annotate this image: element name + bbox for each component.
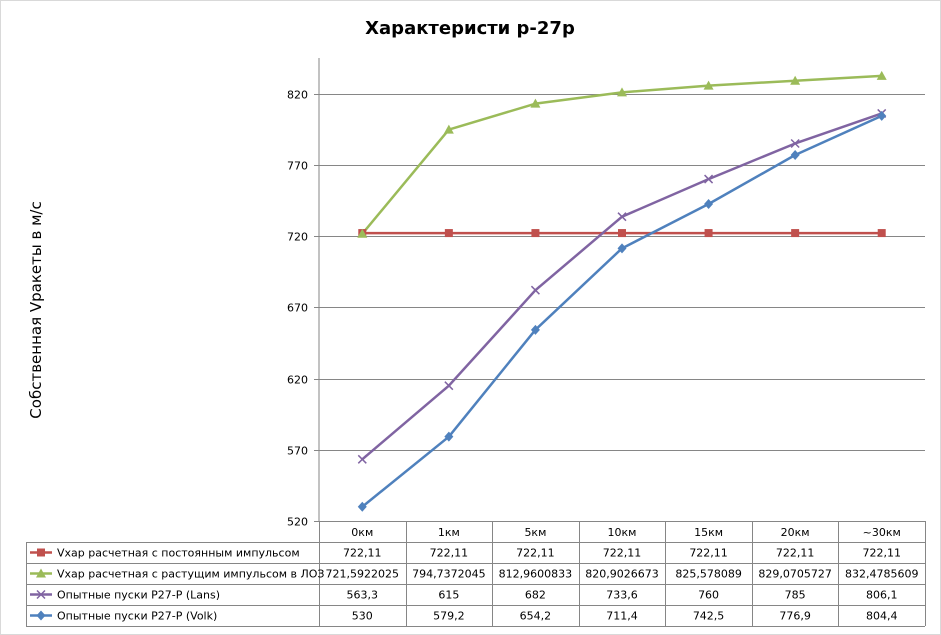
category-label: 15км — [694, 526, 723, 539]
data-point — [704, 199, 714, 210]
category-label: ~30км — [863, 526, 901, 539]
data-point — [617, 212, 627, 222]
data-cell: 579,2 — [433, 610, 465, 623]
legend-key-marker — [36, 568, 46, 578]
data-cell: 785 — [785, 589, 806, 602]
data-cell: 721,5922025 — [326, 568, 399, 581]
data-point — [790, 75, 801, 85]
y-tick-label: 820 — [287, 89, 308, 102]
data-cell: 722,11 — [862, 547, 901, 560]
data-cell: 563,3 — [347, 589, 379, 602]
data-cell: 722,11 — [689, 547, 728, 560]
data-point — [530, 285, 540, 295]
category-label: 5км — [524, 526, 546, 539]
data-cell: 760 — [698, 589, 719, 602]
data-point — [877, 110, 887, 121]
y-tick-label: 520 — [287, 516, 308, 529]
data-cell: 733,6 — [606, 589, 638, 602]
category-label: 0км — [351, 526, 373, 539]
legend-label: Vхар расчетная с постоянным импульсом — [57, 547, 300, 560]
legend-label: Опытные пуски Р27-Р (Lans) — [57, 589, 220, 602]
legend-label: Vхар расчетная с растущим импульсом в ЛО… — [57, 568, 324, 581]
legend-label: Опытные пуски Р27-Р (Volk) — [57, 610, 217, 623]
data-cell: 832,4785609 — [845, 568, 918, 581]
data-point — [876, 70, 887, 80]
data-cell: 722,11 — [603, 547, 642, 560]
data-point — [530, 324, 540, 335]
data-point — [790, 150, 800, 161]
data-point — [703, 80, 714, 90]
data-point — [704, 229, 713, 238]
data-point — [357, 228, 368, 238]
category-label: 1км — [438, 526, 460, 539]
y-axis-ticks: 520 570 620 670 720 770 820 — [287, 89, 308, 529]
data-cell: 711,4 — [606, 610, 638, 623]
data-point — [704, 174, 714, 184]
data-point — [357, 501, 367, 512]
data-point — [443, 124, 454, 134]
data-cell: 682 — [525, 589, 546, 602]
data-point — [617, 243, 627, 254]
category-label: 20км — [781, 526, 810, 539]
y-axis-label: Собственная Vракеты в м/с — [27, 201, 45, 418]
data-cell: 722,11 — [516, 547, 555, 560]
data-cell: 776,9 — [779, 610, 811, 623]
data-point — [790, 138, 800, 149]
data-cell: 722,11 — [430, 547, 469, 560]
y-tick-label: 670 — [287, 302, 308, 315]
data-cell: 722,11 — [343, 547, 382, 560]
legend-key-marker — [36, 610, 46, 621]
data-point — [877, 229, 886, 238]
data-cell: 806,1 — [866, 589, 898, 602]
data-point — [444, 431, 454, 442]
data-point — [618, 229, 626, 238]
y-tick-label: 720 — [287, 231, 308, 244]
data-cell: 742,5 — [693, 610, 725, 623]
data-cell: 829,0705727 — [758, 568, 831, 581]
y-tick-label: 620 — [287, 374, 308, 387]
category-label: 10км — [608, 526, 637, 539]
data-cell: 812,9600833 — [499, 568, 572, 581]
y-tick-label: 770 — [287, 160, 308, 173]
legend-key-marker — [36, 589, 46, 600]
data-cell: 820,9026673 — [585, 568, 658, 581]
y-tick-label: 570 — [287, 445, 308, 458]
data-cell: 654,2 — [520, 610, 552, 623]
data-point — [444, 381, 454, 391]
data-cell: 825,578089 — [675, 568, 741, 581]
data-point — [530, 98, 541, 108]
data-cell: 722,11 — [776, 547, 815, 560]
data-table: 0км 1км 5км 10км 15км 20км ~30км Vхар расчетная… — [26, 521, 926, 627]
chart-title: Характеристи р-27р — [365, 18, 575, 39]
data-point — [444, 229, 453, 238]
data-cell: 530 — [352, 610, 373, 623]
data-cell: 615 — [438, 589, 459, 602]
data-cell: 804,4 — [866, 610, 898, 623]
data-point — [531, 229, 540, 238]
data-point — [357, 454, 367, 464]
data-point — [617, 87, 627, 97]
legend-key-marker — [37, 548, 45, 557]
data-cell: 794,7372045 — [412, 568, 485, 581]
series-lines — [357, 70, 887, 512]
data-point — [791, 229, 800, 238]
